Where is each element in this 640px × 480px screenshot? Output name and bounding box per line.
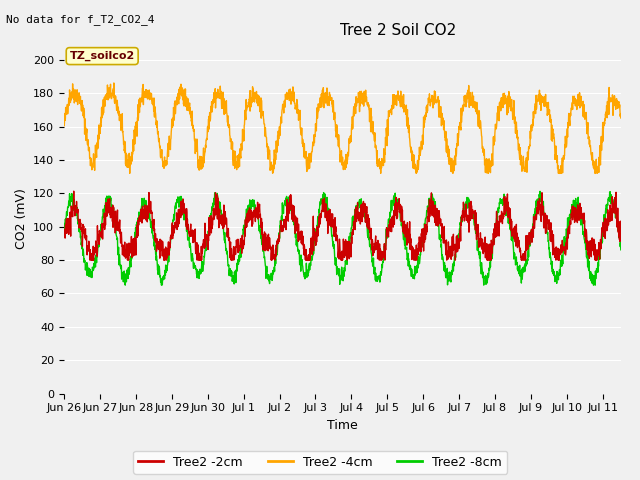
Text: No data for f_T2_CO2_4: No data for f_T2_CO2_4 [6, 14, 155, 25]
Tree2 -4cm [317, 105, 324, 110]
Tree2 -4cm [332, 119, 339, 125]
Tree2 -4cm [126, 170, 134, 176]
Tree2 -8cm [88, 264, 96, 270]
Tree2 -8cm [617, 247, 625, 252]
Tree2 -8cm [601, 214, 609, 219]
Tree2 -2cm [499, 216, 507, 222]
Tree2 -4cm [617, 115, 625, 121]
Tree2 -2cm [617, 227, 625, 232]
Tree2 -4cm [602, 118, 609, 123]
Line: Tree2 -2cm: Tree2 -2cm [64, 191, 621, 260]
Tree2 -4cm [88, 162, 96, 168]
Tree2 -8cm [316, 199, 324, 204]
Y-axis label: CO2 (mV): CO2 (mV) [15, 188, 28, 249]
Tree2 -2cm [332, 223, 339, 228]
Tree2 -4cm [60, 122, 68, 128]
Line: Tree2 -8cm: Tree2 -8cm [64, 192, 621, 285]
Tree2 -8cm [499, 203, 506, 208]
Tree2 -2cm [70, 188, 77, 194]
Tree2 -4cm [110, 80, 118, 86]
X-axis label: Time: Time [327, 419, 358, 432]
Tree2 -2cm [89, 257, 97, 263]
Tree2 -2cm [60, 232, 68, 238]
Tree2 -8cm [122, 282, 129, 288]
Tree2 -4cm [601, 116, 609, 122]
Tree2 -8cm [536, 189, 544, 194]
Tree2 -2cm [317, 211, 324, 216]
Text: TZ_soilco2: TZ_soilco2 [70, 51, 135, 61]
Legend: Tree2 -2cm, Tree2 -4cm, Tree2 -8cm: Tree2 -2cm, Tree2 -4cm, Tree2 -8cm [133, 451, 507, 474]
Tree2 -2cm [602, 236, 609, 241]
Tree2 -2cm [601, 226, 609, 231]
Tree2 -4cm [499, 105, 507, 110]
Tree2 -8cm [602, 217, 609, 223]
Tree2 -8cm [60, 231, 68, 237]
Tree2 -2cm [86, 257, 93, 263]
Title: Tree 2 Soil CO2: Tree 2 Soil CO2 [340, 23, 456, 38]
Line: Tree2 -4cm: Tree2 -4cm [64, 83, 621, 173]
Tree2 -8cm [331, 261, 339, 267]
